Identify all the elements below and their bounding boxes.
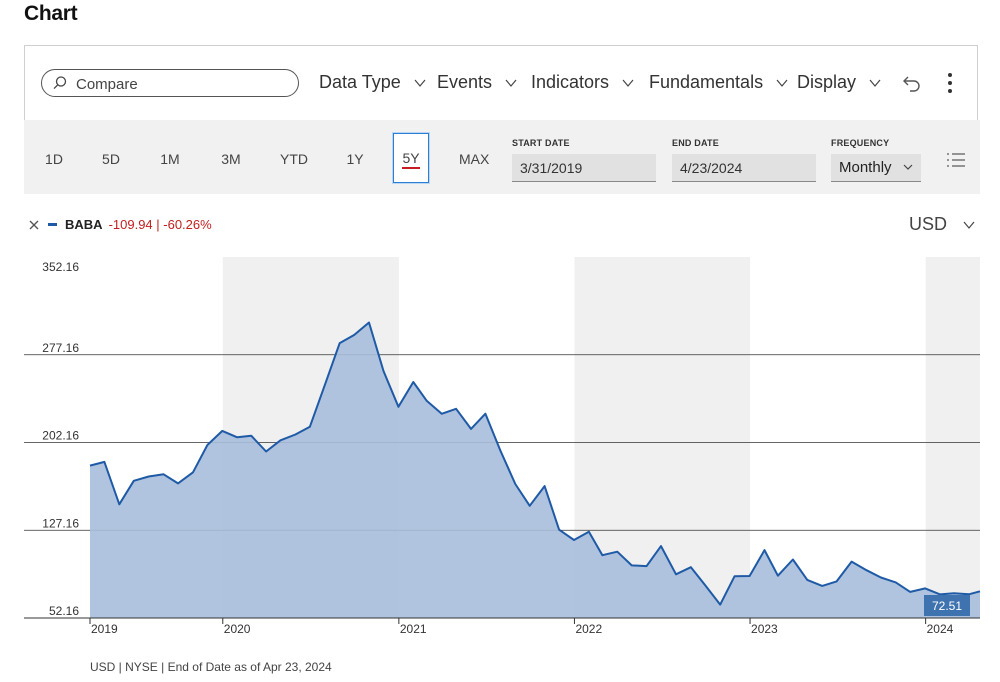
list-view-icon[interactable]	[946, 151, 966, 169]
chart-footnote: USD | NYSE | End of Date as of Apr 23, 2…	[90, 660, 332, 674]
range-button-1y[interactable]: 1Y	[346, 151, 364, 167]
last-value-label: 72.51	[932, 599, 962, 613]
display-menu[interactable]: Display	[797, 72, 881, 93]
fundamentals-label: Fundamentals	[649, 72, 764, 92]
series-line-baba	[89, 321, 981, 606]
range-button-1d[interactable]: 1D	[45, 151, 63, 167]
x-tick-label: 2023	[751, 622, 778, 636]
series-legend: BABA -109.94 | -60.26%	[28, 217, 212, 232]
page-title: Chart	[24, 2, 78, 25]
remove-series-icon[interactable]	[28, 219, 40, 231]
range-button-5y-label: 5Y	[402, 150, 420, 169]
chevron-down-icon	[903, 164, 913, 170]
range-button-ytd[interactable]: YTD	[280, 151, 308, 167]
y-tick-label: 202.16	[42, 429, 79, 443]
series-swatch	[48, 223, 57, 226]
events-label: Events	[437, 72, 493, 92]
series-area-baba	[90, 322, 980, 618]
end-date-input[interactable]: 4/23/2024	[672, 154, 816, 182]
frequency-label: FREQUENCY	[831, 138, 890, 148]
display-label: Display	[797, 72, 857, 92]
data-type-menu[interactable]: Data Type	[319, 72, 426, 93]
chart-toolbar: Data Type Events Indicators Fundamentals…	[24, 45, 978, 120]
undo-icon[interactable]	[901, 72, 923, 94]
range-button-5d[interactable]: 5D	[102, 151, 120, 167]
x-tick-label: 2024	[927, 622, 954, 636]
range-button-3m[interactable]: 3M	[221, 151, 241, 167]
compare-search-box[interactable]	[41, 69, 299, 97]
fundamentals-menu[interactable]: Fundamentals	[649, 72, 788, 93]
currency-value: USD	[909, 214, 948, 234]
indicators-label: Indicators	[531, 72, 610, 92]
year-band-2024	[925, 257, 980, 618]
currency-select[interactable]: USD	[909, 214, 975, 235]
data-type-label: Data Type	[319, 72, 401, 92]
chevron-down-icon	[505, 79, 517, 87]
more-options-icon[interactable]	[945, 72, 955, 94]
x-tick-label: 2019	[91, 622, 118, 636]
range-button-max[interactable]: MAX	[459, 151, 490, 167]
chevron-down-icon	[622, 79, 634, 87]
search-icon	[53, 76, 67, 90]
events-menu[interactable]: Events	[437, 72, 517, 93]
frequency-value: Monthly	[839, 159, 892, 176]
series-change: -109.94 | -60.26%	[108, 217, 212, 232]
compare-input[interactable]	[74, 73, 293, 95]
x-tick-label: 2022	[575, 622, 602, 636]
y-tick-label: 52.16	[49, 604, 79, 618]
x-tick-label: 2021	[400, 622, 427, 636]
chevron-down-icon	[869, 79, 881, 87]
start-date-label: START DATE	[512, 138, 570, 148]
y-tick-label: 277.16	[42, 341, 79, 355]
last-value-badge	[924, 595, 970, 616]
chevron-down-icon	[963, 221, 975, 229]
indicators-menu[interactable]: Indicators	[531, 72, 634, 93]
range-bar: 1D 5D 1M 3M YTD 1Y 5Y MAX START DATE 3/3…	[24, 120, 980, 194]
x-tick-label: 2020	[224, 622, 251, 636]
range-button-5y[interactable]: 5Y	[393, 133, 429, 183]
y-tick-label: 127.16	[42, 516, 79, 530]
end-date-label: END DATE	[672, 138, 719, 148]
price-chart[interactable]: 352.16 277.16 202.16 127.16 52.16 2019 2020 202…	[0, 240, 1000, 645]
start-date-input[interactable]: 3/31/2019	[512, 154, 656, 182]
range-button-1m[interactable]: 1M	[160, 151, 180, 167]
chevron-down-icon	[776, 79, 788, 87]
chevron-down-icon	[414, 79, 426, 87]
series-ticker: BABA	[65, 217, 103, 232]
frequency-select[interactable]: Monthly	[831, 154, 921, 182]
y-tick-label: 352.16	[42, 260, 79, 274]
